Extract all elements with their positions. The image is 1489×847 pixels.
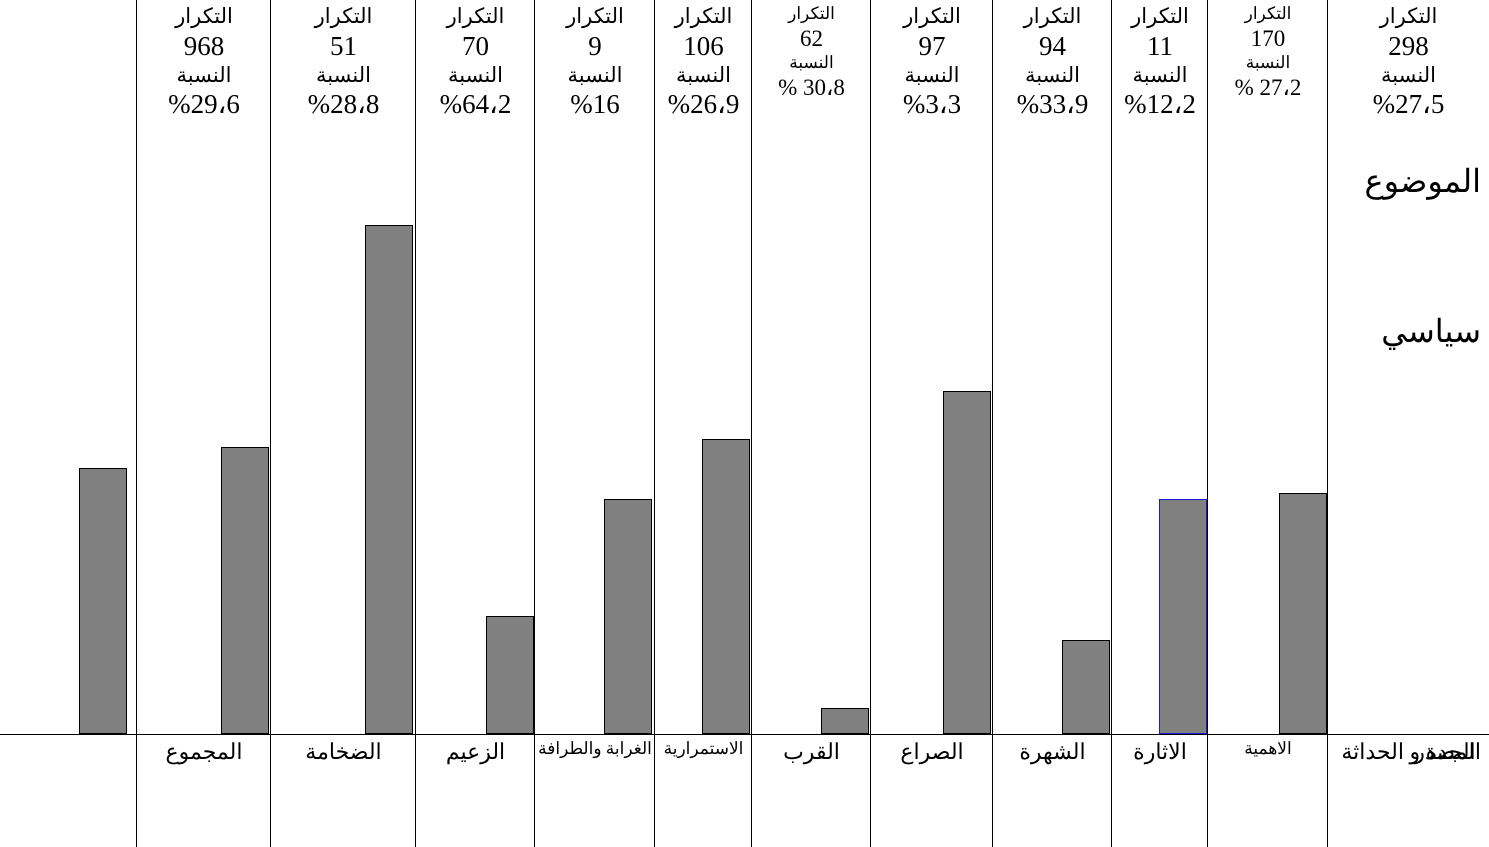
column-divider: [1327, 0, 1329, 847]
frequency-value: 94: [1039, 30, 1066, 61]
frequency-value: 968: [183, 30, 225, 61]
frequency-label: التكرار: [566, 4, 624, 28]
bar: [1279, 493, 1327, 734]
frequency-label: التكرار: [674, 4, 733, 28]
column-divider: [1207, 0, 1209, 847]
percent-value: %29،6: [168, 89, 240, 120]
percent-label: النسبة: [1132, 62, 1188, 87]
category-label: الزعيم: [445, 739, 506, 764]
bar: [221, 447, 269, 734]
category-label: الجدة و الحداثة: [1341, 739, 1476, 764]
frequency-label: التكرار: [788, 4, 835, 23]
data-label: التكرار 97 النسبة %3،3: [871, 4, 993, 121]
column-divider: [136, 0, 138, 847]
frequency-value: 298: [1388, 30, 1429, 61]
frequency-label: التكرار: [1023, 4, 1082, 28]
data-label: التكرار 9 النسبة %16: [535, 4, 655, 121]
percent-value: %64،2: [439, 89, 512, 120]
data-label: التكرار 298 النسبة %27،5: [1328, 4, 1489, 121]
column-divider: [270, 0, 272, 847]
percent-value: 27،2 %: [1234, 74, 1302, 100]
data-label: التكرار 94 النسبة %33،9: [993, 4, 1112, 121]
percent-value: %28،8: [307, 89, 380, 120]
category-label: الاهمية: [1244, 739, 1292, 758]
percent-value: %26،9: [667, 89, 740, 120]
frequency-label: التكرار: [1244, 4, 1292, 23]
category-label: الاستمرارية: [663, 739, 744, 758]
frequency-value: 62: [800, 25, 823, 51]
column-divider: [415, 0, 417, 847]
frequency-label: التكرار: [446, 4, 505, 28]
data-label: التكرار 51 النسبة %28،8: [271, 4, 416, 121]
percent-value: %27،5: [1372, 89, 1445, 120]
bar: [604, 499, 652, 734]
data-label: التكرار 70 النسبة %64،2: [416, 4, 535, 121]
percent-label: النسبة: [567, 62, 623, 87]
frequency-label: التكرار: [903, 4, 961, 28]
percent-label: النسبة: [676, 62, 731, 87]
data-label: التكرار 62 النسبة 30،8 %: [752, 4, 871, 102]
data-label: التكرار 170 النسبة 27،2 %: [1208, 4, 1328, 102]
row-value: سياسي: [1381, 313, 1481, 349]
percent-label: النسبة: [176, 62, 232, 87]
percent-value: %3،3: [902, 89, 962, 120]
percent-value: %16: [570, 89, 620, 120]
category-label: الاثارة: [1133, 739, 1187, 764]
frequency-label: التكرار: [1379, 4, 1438, 28]
category-label: الغرابة والطرافة: [538, 739, 652, 758]
column-divider: [870, 0, 872, 847]
frequency-label: التكرار: [314, 4, 373, 28]
frequency-value: 97: [918, 30, 946, 61]
category-label: القرب: [783, 739, 840, 764]
data-label: التكرار 968 النسبة %29،6: [137, 4, 271, 121]
bar: [365, 225, 413, 734]
bar: [1062, 640, 1110, 734]
frequency-value: 11: [1147, 30, 1173, 61]
frequency-value: 170: [1250, 25, 1286, 51]
frequency-label: التكرار: [1131, 4, 1189, 28]
percent-value: %12،2: [1124, 89, 1196, 120]
column-divider: [654, 0, 656, 847]
percent-label: النسبة: [904, 62, 960, 87]
bar: [79, 468, 127, 734]
category-label: الشهرة: [1019, 739, 1086, 764]
bar: [702, 439, 750, 734]
category-label: الضخامة: [305, 739, 382, 764]
percent-label: النسبة: [1025, 62, 1080, 87]
percent-label: النسبة: [448, 62, 503, 87]
column-divider: [992, 0, 994, 847]
bar: [821, 708, 869, 734]
column-divider: [1111, 0, 1113, 847]
baseline-rule: [0, 734, 1489, 735]
frequency-value: 106: [683, 30, 724, 61]
column-divider: [534, 0, 536, 847]
category-label: المجموع: [165, 739, 243, 764]
frequency-label: التكرار: [175, 4, 233, 28]
percent-value: 30،8 %: [778, 74, 845, 100]
bar: [1159, 499, 1207, 734]
axis-label: المصدر: [1414, 739, 1481, 764]
frequency-value: 70: [462, 30, 489, 61]
percent-label: النسبة: [1245, 52, 1291, 72]
category-label: الصراع: [900, 739, 964, 764]
column-divider: [751, 0, 753, 847]
percent-label: النسبة: [1381, 62, 1436, 87]
bar: [486, 616, 534, 734]
bar: [943, 391, 991, 734]
frequency-value: 9: [588, 30, 602, 61]
row-title: الموضوع: [1364, 163, 1481, 199]
frequency-value: 51: [330, 30, 357, 61]
data-label: التكرار 11 النسبة %12،2: [1112, 4, 1208, 121]
percent-label: النسبة: [789, 52, 834, 72]
data-label: التكرار 106 النسبة %26،9: [655, 4, 752, 121]
percent-value: %33،9: [1016, 89, 1089, 120]
percent-label: النسبة: [316, 62, 371, 87]
